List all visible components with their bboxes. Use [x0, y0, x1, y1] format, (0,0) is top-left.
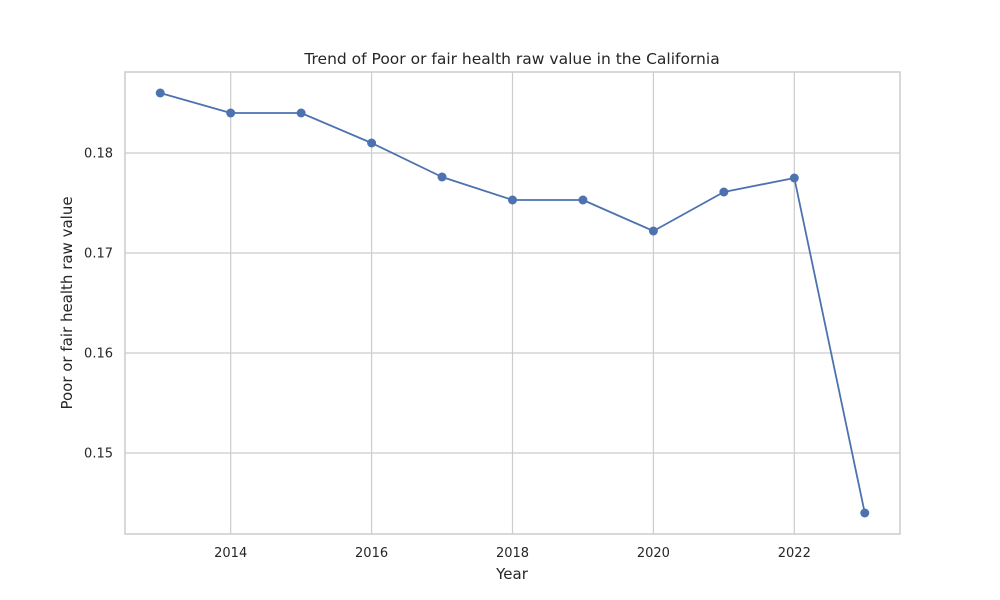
plot-frame	[124, 71, 901, 535]
data-point	[296, 108, 306, 118]
grid	[125, 72, 900, 534]
y-tick-label: 0.16	[84, 347, 113, 362]
series-layer	[155, 88, 870, 518]
data-point	[367, 138, 377, 148]
x-tick-label: 2014	[214, 546, 247, 561]
data-point	[508, 195, 517, 205]
data-point	[648, 226, 658, 236]
y-tick-label: 0.18	[84, 147, 113, 162]
data-point	[789, 173, 799, 183]
x-tick-label: 2016	[355, 546, 388, 561]
x-tick-label: 2020	[637, 546, 670, 561]
data-point	[226, 108, 236, 118]
data-point	[860, 508, 870, 518]
data-point	[578, 195, 588, 205]
x-axis-label: Year	[495, 565, 529, 583]
x-tick-label: 2022	[778, 546, 811, 561]
chart-title: Trend of Poor or fair health raw value i…	[303, 50, 719, 68]
tick-labels: 2014 2016 2018 2020 2022 0.15 0.16 0.17 0.18	[84, 147, 811, 562]
y-tick-label: 0.15	[84, 447, 113, 462]
x-tick-label: 2018	[496, 546, 529, 561]
data-point	[155, 88, 165, 98]
data-point	[437, 172, 447, 182]
data-point	[719, 187, 729, 197]
y-tick-label: 0.17	[84, 247, 113, 262]
y-axis-label: Poor or fair health raw value	[58, 196, 76, 409]
